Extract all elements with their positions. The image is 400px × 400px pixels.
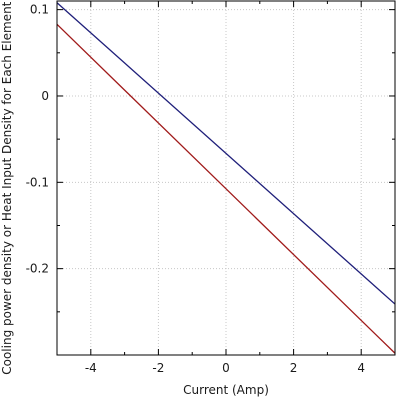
series-line-2 (56, 23, 396, 354)
x-axis-label: Current (Amp) (183, 383, 269, 397)
y-tick-label: -0.1 (26, 175, 49, 189)
x-axis-tick-labels: -4 -2 0 2 4 (85, 361, 365, 375)
y-axis-label: Cooling power density or Heat Input Dens… (0, 0, 14, 375)
x-tick-label: 4 (357, 361, 365, 375)
x-tick-label: -4 (85, 361, 97, 375)
x-tick-label: -2 (152, 361, 164, 375)
series-lines (56, 2, 396, 354)
x-tick-label: 0 (222, 361, 230, 375)
grid-vertical (90, 1, 362, 355)
y-tick-label: 0 (41, 89, 49, 103)
y-tick-label: -0.2 (26, 262, 49, 276)
axis-ticks (56, 1, 396, 355)
x-tick-label: 2 (290, 361, 298, 375)
series-line-1 (56, 2, 396, 305)
y-tick-label: 0.1 (30, 3, 49, 17)
grid-horizontal (57, 9, 395, 270)
y-axis-tick-labels: 0.1 0 -0.1 -0.2 (26, 3, 49, 276)
